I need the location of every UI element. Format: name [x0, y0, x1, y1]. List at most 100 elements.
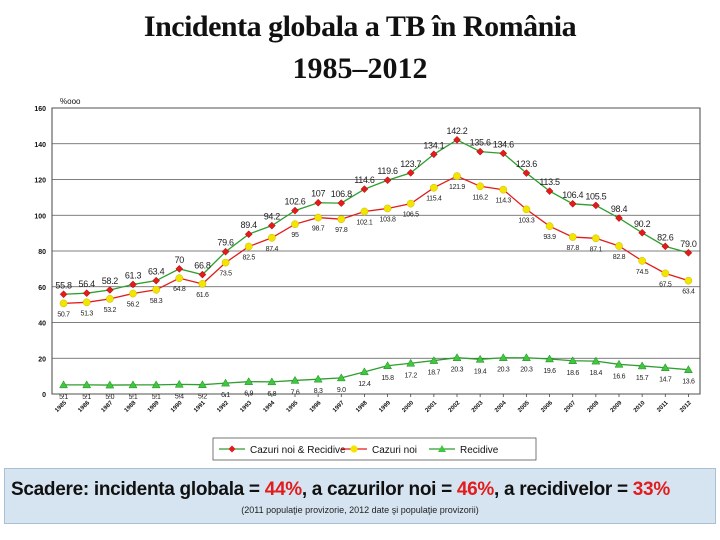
y-tick-label: 120	[34, 178, 46, 185]
y-tick-label: 100	[34, 213, 46, 220]
data-point-0	[314, 198, 322, 207]
footnote: (2011 populaţie provizorie, 2012 date şi…	[241, 505, 479, 515]
legend-label-0: Cazuri noi & Recidive	[250, 445, 346, 456]
data-label-1: 74.5	[636, 269, 649, 276]
data-point-0	[430, 150, 438, 159]
data-label-1: 51.3	[80, 310, 93, 317]
data-point-1	[499, 185, 508, 194]
data-label-2: 5.0	[105, 394, 114, 401]
chart-subtitle-years: 1985–2012	[292, 52, 428, 85]
data-label-2: 18.7	[428, 370, 441, 377]
x-tick-label: 1998	[355, 400, 369, 414]
data-point-1	[638, 256, 646, 265]
pct-new-cases: 46%	[456, 479, 495, 500]
data-point-2	[151, 380, 161, 389]
data-label-2: 20.3	[451, 367, 464, 374]
x-tick-label: 2011	[656, 400, 670, 414]
data-point-0	[221, 247, 230, 256]
data-point-1	[129, 289, 137, 298]
data-label-1: 61.6	[196, 292, 209, 299]
x-tick-label: 2007	[563, 400, 577, 414]
data-point-1	[221, 258, 230, 267]
data-point-1	[406, 199, 415, 208]
data-label-1: 67.5	[659, 281, 672, 288]
x-tick-label: 1994	[263, 400, 277, 414]
x-tick-label: 1987	[101, 400, 115, 414]
data-point-2	[313, 374, 323, 383]
data-label-2: 18.6	[566, 370, 579, 377]
x-tick-label: 1989	[147, 400, 161, 414]
data-label-1: 103.3	[518, 217, 534, 224]
y-tick-label: 80	[38, 249, 46, 256]
data-label-0: 134.1	[423, 140, 444, 150]
x-tick-label: 1993	[239, 400, 253, 414]
chart-title: Incidenta globala a TB în România	[143, 10, 577, 43]
legend-box	[212, 437, 537, 461]
data-label-1: 115.4	[426, 196, 442, 203]
data-point-1	[268, 233, 276, 242]
x-tick-label: 1985	[54, 400, 68, 414]
data-label-1: 102.1	[356, 219, 372, 226]
x-tick-label: 1995	[286, 400, 300, 414]
pct-global: 44%	[264, 479, 302, 500]
data-point-2	[383, 361, 393, 370]
data-point-1	[337, 215, 346, 224]
data-point-1	[383, 204, 392, 213]
x-tick-label: 2009	[610, 400, 624, 414]
data-label-0: 123.7	[400, 159, 421, 169]
data-point-0	[129, 280, 137, 289]
data-point-0	[268, 221, 276, 230]
data-label-0: 135.6	[470, 138, 491, 148]
x-tick-label: 2003	[471, 400, 485, 414]
data-label-1: 97.8	[335, 227, 348, 234]
data-label-1: 87.1	[590, 246, 603, 253]
data-point-2	[475, 354, 485, 363]
x-tick-label: 2000	[401, 400, 415, 414]
data-point-0	[522, 169, 531, 177]
data-point-1	[453, 172, 461, 180]
data-point-0	[59, 290, 68, 299]
data-point-1	[82, 298, 91, 307]
data-point-2	[637, 361, 647, 370]
data-point-1	[522, 205, 531, 214]
data-label-2: 5.1	[82, 394, 91, 401]
data-label-0: 90.2	[634, 219, 651, 229]
data-point-2	[290, 375, 300, 384]
x-tick-label: 1996	[309, 400, 323, 414]
data-label-0: 134.6	[493, 139, 514, 149]
data-label-0: 114.6	[354, 175, 375, 185]
data-label-0: 58.2	[102, 276, 119, 286]
data-label-0: 94.2	[264, 212, 281, 222]
data-point-2	[82, 380, 92, 389]
data-label-2: 19.4	[474, 368, 487, 375]
data-point-2	[267, 377, 277, 386]
y-tick-label: 60	[38, 285, 46, 292]
data-point-0	[106, 286, 114, 294]
data-point-0	[360, 185, 369, 194]
data-label-2: 5.4	[175, 393, 184, 400]
x-tick-label: 2010	[633, 400, 647, 414]
data-point-1	[545, 222, 554, 231]
data-label-1: 87.4	[266, 246, 279, 253]
data-point-1	[615, 242, 623, 250]
data-point-0	[661, 242, 670, 251]
data-point-2	[359, 367, 369, 376]
data-point-1	[291, 220, 299, 229]
y-tick-label: 20	[38, 356, 46, 363]
data-point-0	[499, 149, 508, 158]
data-label-1: 98.7	[312, 226, 325, 233]
x-tick-label: 1999	[378, 400, 392, 414]
data-label-0: 82.6	[657, 232, 674, 242]
data-label-2: 8.3	[314, 388, 323, 395]
x-tick-label: 1992	[216, 400, 230, 414]
data-point-1	[476, 182, 484, 191]
series-line-0	[63, 139, 689, 295]
data-point-0	[453, 135, 461, 144]
data-point-0	[244, 230, 253, 239]
data-label-0: 106.8	[331, 189, 352, 199]
x-tick-label: 2012	[679, 400, 693, 414]
data-label-0: 70	[175, 255, 185, 265]
data-label-1: 95	[291, 232, 299, 239]
data-point-1	[568, 233, 577, 241]
series-line-2	[63, 357, 689, 386]
